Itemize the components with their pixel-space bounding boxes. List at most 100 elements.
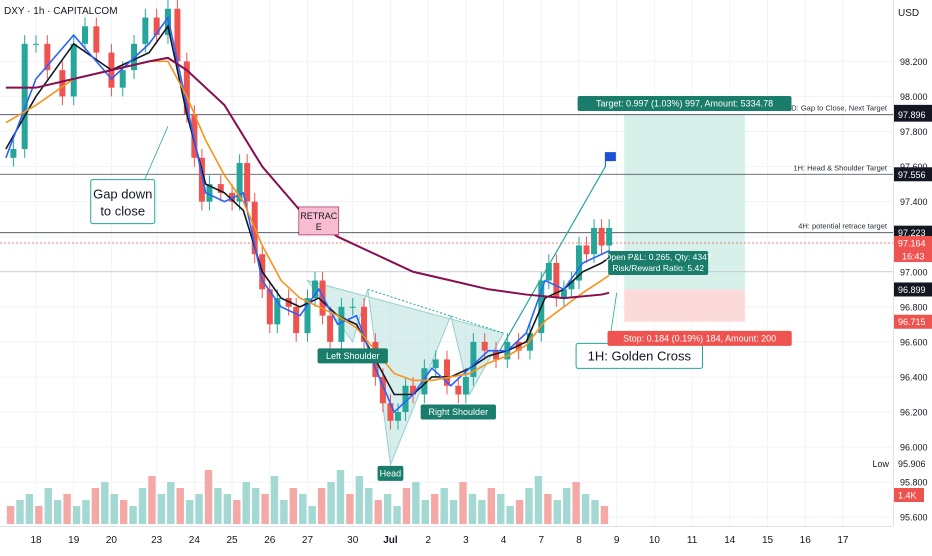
price-axis[interactable]: 95.600 95.800 96.000 96.200 96.400 96.600 96.8…	[893, 0, 932, 526]
volume-bar	[383, 494, 392, 524]
volume-bar	[223, 494, 232, 524]
candle-body	[266, 289, 273, 325]
volume-bar	[261, 494, 269, 524]
candle-body	[93, 26, 100, 53]
gap-pointer	[144, 126, 169, 180]
candle-body	[421, 368, 428, 395]
volume-bar	[308, 506, 316, 524]
gap-annotation-bg	[90, 179, 156, 225]
stop-label-text: Stop: 0.184 (0.19%) 184, Amount: 200	[623, 334, 776, 344]
volume-bar	[233, 500, 241, 524]
volume-bar	[53, 500, 62, 524]
time-tick-label: 9	[614, 535, 620, 546]
candle-body	[10, 149, 17, 158]
time-tick-label: 17	[837, 535, 849, 546]
time-tick-label: 16	[800, 535, 812, 546]
volume-bar	[242, 482, 250, 524]
volume-bar	[101, 482, 109, 524]
currency-label[interactable]: USD	[898, 8, 920, 19]
candle-body	[327, 315, 334, 342]
volume-bar	[431, 494, 439, 524]
candle-body	[142, 17, 149, 44]
gap-annotation-line2: to close	[100, 204, 145, 219]
candle-body	[444, 359, 450, 386]
right-shoulder-label: Right Shoulder	[420, 404, 496, 420]
time-tick-label: 19	[68, 535, 80, 546]
target-label-text: Target: 0.997 (1.03%) 997, Amount: 5334.…	[596, 99, 773, 109]
price-tag-bg	[894, 314, 932, 329]
volume-bar	[119, 500, 128, 524]
candle-body	[568, 280, 575, 290]
head-label: Head	[377, 465, 404, 481]
rr-label-text: Risk/Reward Ratio: 5.42	[612, 263, 704, 273]
price-tag: 97.896	[898, 110, 926, 120]
candle-body	[583, 245, 590, 255]
stop-label-bg	[607, 330, 792, 346]
time-tick-label: 3	[463, 535, 469, 546]
candle-body	[319, 280, 326, 316]
candle-body	[183, 61, 190, 114]
time-tick-label: 30	[347, 535, 359, 546]
volume-bar	[327, 482, 335, 524]
candle-body	[591, 227, 598, 255]
price-tag: 96.715	[898, 317, 926, 327]
volume-bar	[402, 488, 411, 524]
volume-bar	[515, 500, 524, 524]
plot-area[interactable]: 1D: Gap to Close, Next Target 1H: Head & …	[0, 0, 893, 526]
ema-line	[5, 15, 610, 414]
retrace-box-line2: E	[316, 222, 322, 232]
volume-bar	[270, 476, 279, 524]
volume-bar	[195, 494, 203, 524]
candle-body	[59, 70, 66, 97]
candle-body	[470, 341, 477, 377]
candle-body	[598, 227, 605, 246]
volume-bar	[129, 506, 137, 524]
candle-body	[455, 385, 462, 395]
candle-body	[70, 43, 77, 97]
volume-bar	[487, 488, 496, 524]
right-shoulder-label-bg	[420, 404, 496, 420]
volume-bar	[534, 476, 543, 524]
price-tick-label: 98.200	[900, 57, 928, 67]
volume-bar	[185, 500, 194, 524]
time-axis[interactable]: 18 19 20 23 24 25 26 27 30 Jul 2 3 4 7 8 9 10 11 14 15 16 17	[0, 526, 893, 551]
stop-label: Stop: 0.184 (0.19%) 184, Amount: 200	[607, 330, 792, 346]
price-tag: 97.556	[898, 170, 926, 180]
candle-body	[217, 184, 224, 193]
target-label-bg	[577, 95, 792, 111]
candle-body	[481, 341, 488, 351]
volume-bar	[412, 482, 420, 524]
time-tick-label: 18	[30, 535, 42, 546]
left-shoulder-label-bg	[317, 348, 388, 364]
candle-body	[312, 280, 319, 299]
time-tick-label: Jul	[383, 535, 398, 546]
candle-body	[575, 245, 582, 281]
countdown-bg	[894, 250, 932, 263]
candle-body	[387, 403, 394, 421]
volume-bar	[35, 506, 43, 524]
candle-body	[191, 113, 198, 158]
volume-bar	[204, 470, 213, 524]
volume-bar	[91, 488, 100, 524]
price-tick-label: 96.600	[900, 337, 928, 347]
time-tick-label: 27	[302, 535, 314, 546]
price-tag-bg	[894, 167, 932, 182]
candle-body	[394, 412, 401, 421]
volume-bar	[25, 494, 34, 524]
volume-bar	[72, 506, 81, 524]
candle-body	[410, 385, 417, 395]
time-tick-label: 25	[227, 535, 239, 546]
time-tick-label: 10	[649, 535, 661, 546]
volume-bar	[421, 500, 430, 524]
price-tag: 95.906	[898, 459, 926, 469]
gap-annotation: Gap down to close	[90, 179, 156, 225]
level-label: 1D: Gap to Close, Next Target	[787, 104, 888, 113]
candle-body	[526, 333, 533, 351]
volume-bar	[299, 494, 307, 524]
volume-bar	[468, 494, 477, 524]
retrace-box-line1: RETRAC	[300, 211, 338, 221]
head-label-text: Head	[380, 469, 402, 479]
volume-bar	[478, 500, 486, 524]
